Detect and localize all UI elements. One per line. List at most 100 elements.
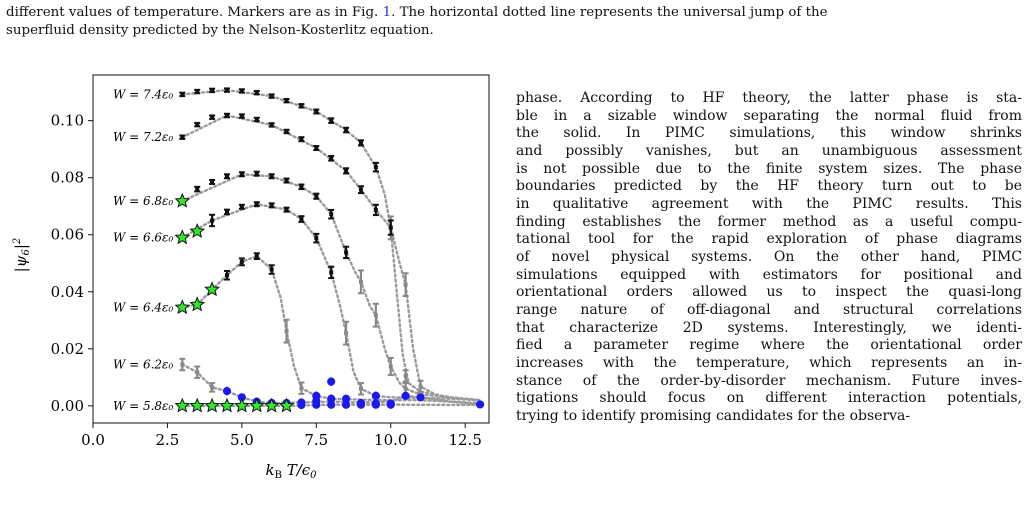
data-point [328,117,335,124]
data-point [298,183,305,191]
square-marker [284,178,289,183]
series-label: W = 7.2ε₀ [113,130,174,144]
square-marker [269,203,274,208]
data-point [283,97,290,104]
body-line: range nature of off-diagonal and structu… [516,301,1022,318]
square-marker [195,89,200,94]
data-point [371,400,380,409]
data-point [357,382,364,396]
square-marker [224,209,229,214]
data-point [298,215,305,223]
data-point [343,167,350,175]
x-tick-label: 12.5 [448,431,481,449]
square-marker [314,109,319,114]
body-line: finding establishes the former method as… [516,213,1022,230]
y-tick-label: 0.10 [51,112,84,130]
circle-marker [327,400,336,409]
data-point [238,88,245,94]
data-point [278,397,295,413]
series-label: W = 6.2ε₀ [113,358,174,372]
circle-marker [222,386,232,396]
body-line: phase. According to HF theory, the latte… [516,90,1022,106]
square-marker [358,279,363,284]
data-point [297,400,306,410]
square-marker [180,135,185,140]
body-line: ble in a sizable window separating the n… [516,107,1022,124]
data-point [223,112,230,119]
data-point [313,192,320,200]
body-line: is not possible due to the finite system… [516,160,1022,177]
square-marker [180,362,185,367]
data-point [174,397,191,413]
data-point [238,113,245,119]
circle-marker [371,400,380,409]
circle-marker [371,391,380,401]
data-point [233,397,250,413]
star-marker [263,397,280,413]
circle-marker [416,393,425,402]
x-tick-label: 0.0 [81,431,105,449]
body-line: in qualitative agreement with the PIMC r… [516,195,1022,212]
data-point [341,400,351,409]
data-point [223,269,230,281]
data-point [283,177,290,184]
data-point [209,178,216,185]
data-point [283,318,290,344]
data-point [209,213,216,228]
square-marker [210,218,215,223]
series-label: W = 6.8ε₀ [113,194,174,208]
square-marker [299,184,304,189]
data-point [475,400,485,409]
square-marker [269,174,274,179]
star-marker [233,397,250,413]
circle-marker [356,400,366,409]
data-point [343,245,350,260]
data-point [194,365,201,379]
square-marker [373,207,378,212]
square-marker [299,386,304,391]
circle-marker [341,400,351,409]
square-marker [254,90,259,95]
square-marker [373,313,378,318]
square-marker [284,129,289,134]
circle-marker [401,391,410,401]
data-point [357,139,364,147]
y-tick-label: 0.04 [51,283,84,301]
square-marker [358,187,363,192]
square-marker [180,92,185,97]
circle-marker [312,400,321,409]
square-marker [299,137,304,142]
x-tick-label: 7.5 [304,431,328,449]
square-marker [254,202,259,207]
square-marker [388,225,393,230]
data-point [387,219,394,236]
y-tick-label: 0.06 [51,226,84,244]
data-point [357,269,364,295]
guide-curve [181,202,482,402]
square-marker [299,217,304,222]
square-marker [239,259,244,264]
body-line: and possibly vanishes, but an unambiguou… [516,142,1022,159]
data-point [372,161,379,173]
square-marker [373,165,378,170]
figure-reference-link[interactable]: 1 [382,5,392,20]
y-tick-label: 0.02 [51,340,84,358]
data-point [298,381,305,395]
data-point [372,203,379,217]
square-marker [344,331,349,336]
data-point [328,208,335,220]
data-point [179,357,186,372]
square-marker [403,373,408,378]
caption-text: different values of temperature. Markers… [6,5,383,20]
square-marker [254,117,259,122]
data-point [253,252,260,260]
caption-line-2: superfluid density predicted by the Nels… [6,22,434,38]
square-marker [344,250,349,255]
star-marker [174,299,191,315]
square-marker [388,364,393,369]
square-marker [299,103,304,108]
series-label: W = 5.8ε₀ [113,399,174,413]
data-point [174,192,191,208]
figure-caption: different values of temperature. Markers… [6,4,1022,39]
data-point [194,88,201,95]
